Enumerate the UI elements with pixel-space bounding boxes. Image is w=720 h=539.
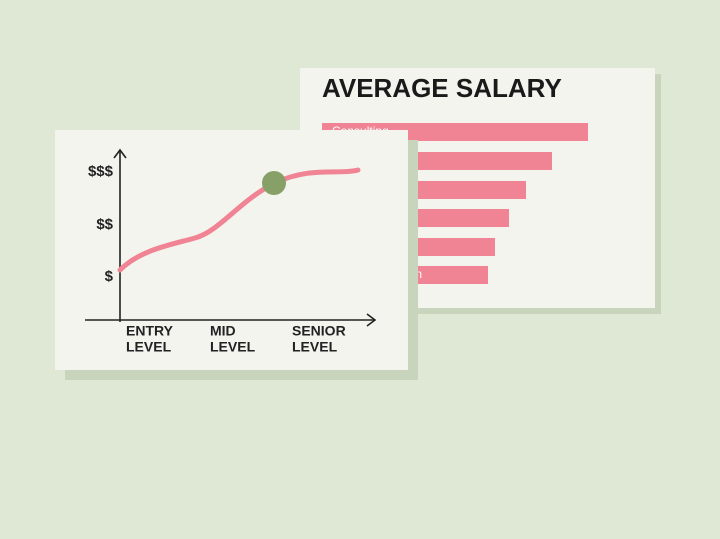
highlight-dot: [262, 171, 286, 195]
axes: [85, 148, 377, 327]
x-label: LEVEL: [126, 339, 172, 355]
x-label: SENIOR: [292, 323, 346, 339]
x-label: ENTRY: [126, 323, 174, 339]
x-label: LEVEL: [292, 339, 338, 355]
y-label: $: [105, 268, 114, 285]
y-label: $$$: [88, 163, 114, 180]
y-label: $$: [96, 216, 113, 233]
x-axis-arrow: [366, 313, 377, 327]
x-label: LEVEL: [210, 339, 256, 355]
x-label: MID: [210, 323, 236, 339]
salary-line: [117, 167, 361, 273]
back-card-title: AVERAGE SALARY: [322, 73, 562, 103]
y-axis-arrow: [113, 148, 127, 159]
